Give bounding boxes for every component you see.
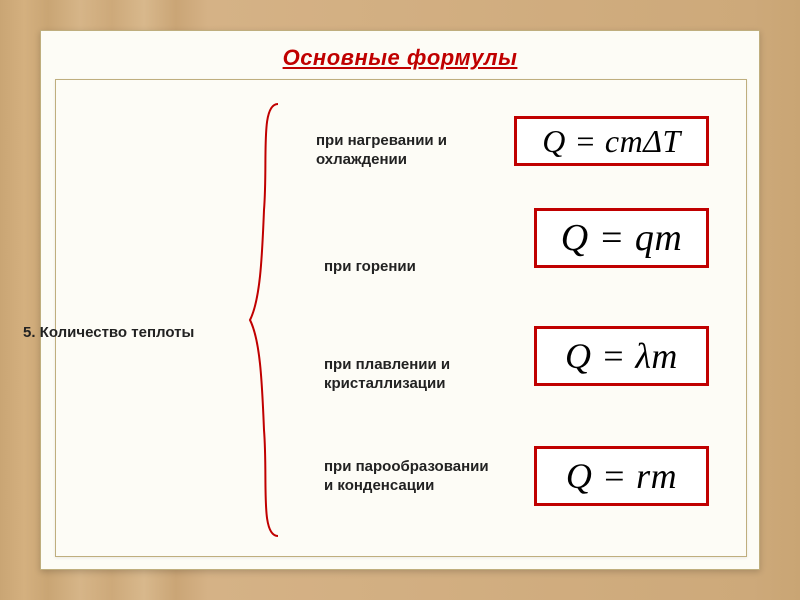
page-title: Основные формулы bbox=[41, 45, 759, 71]
formula-box-4: Q = rm bbox=[534, 446, 709, 506]
row-desc-1: при нагревании и охлаждении bbox=[316, 132, 486, 170]
formula-1: Q = cmΔT bbox=[542, 123, 681, 160]
row-desc-2: при горении bbox=[324, 258, 494, 277]
row-desc-3: при плавлении и кристаллизации bbox=[324, 356, 494, 394]
brace-icon bbox=[246, 100, 286, 540]
formula-box-1: Q = cmΔT bbox=[514, 116, 709, 166]
formula-3: Q = λm bbox=[565, 335, 678, 377]
formula-2: Q = qm bbox=[561, 216, 683, 260]
slide: Основные формулы 5. Количество теплоты п… bbox=[40, 30, 760, 570]
formula-4: Q = rm bbox=[566, 455, 677, 497]
formula-box-3: Q = λm bbox=[534, 326, 709, 386]
section-label: 5. Количество теплоты bbox=[23, 324, 223, 341]
content-frame: 5. Количество теплоты при нагревании и о… bbox=[55, 79, 747, 557]
row-desc-4: при парообразовании и конденсации bbox=[324, 458, 494, 496]
formula-box-2: Q = qm bbox=[534, 208, 709, 268]
